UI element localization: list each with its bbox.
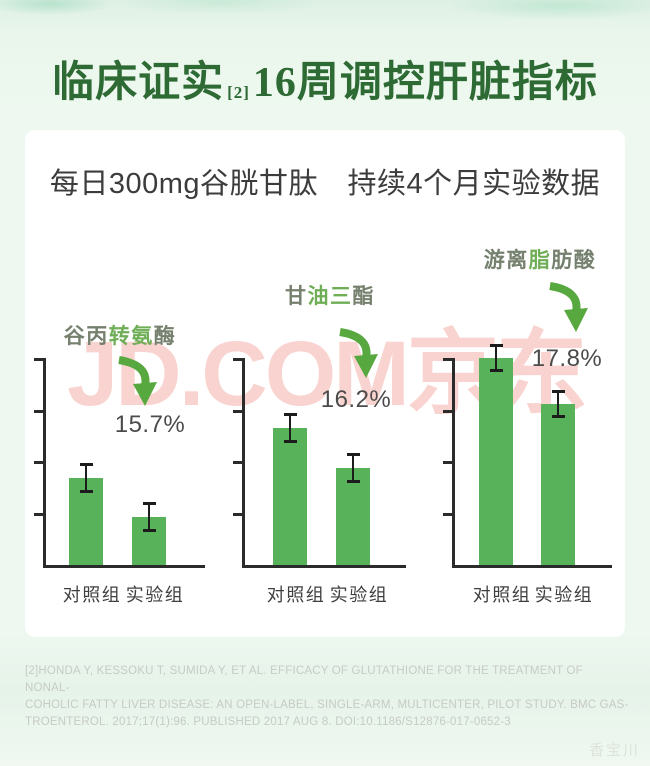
chart-title-segment: 酶: [153, 325, 177, 348]
y-axis-tick: [233, 358, 242, 361]
x-label-experimental-group: 实验组: [329, 585, 389, 605]
error-bar-cap-bottom: [79, 490, 93, 493]
content-card: [25, 130, 625, 637]
y-axis-tick: [443, 513, 452, 517]
x-axis: [242, 565, 406, 568]
title-citation-ref: [2]: [227, 83, 250, 102]
decrease-percent: 17.8%: [531, 345, 603, 372]
title-suffix: 16周调控肝脏指标: [252, 60, 598, 106]
error-bar-cap-top: [489, 344, 503, 347]
y-axis-tick: [443, 358, 452, 361]
citation-footer: [2]HONDA Y, KESSOKU T, SUMIDA Y, ET AL. …: [25, 663, 630, 731]
error-bar-stem: [351, 455, 355, 481]
chart-title-segment: 油三: [307, 285, 353, 308]
x-label-experimental-group: 实验组: [125, 585, 185, 605]
y-axis: [43, 358, 46, 568]
error-bar-cap-top: [551, 390, 565, 393]
bar-control-group: [479, 358, 513, 565]
error-bar-stem: [288, 415, 292, 441]
chart-title: 游离脂肪酸: [420, 244, 650, 274]
decrease-arrow-icon: [549, 282, 588, 332]
error-bar-stem: [556, 392, 560, 416]
decrease-percent: 15.7%: [114, 411, 186, 438]
chart-title-segment: 肪酸: [551, 249, 597, 272]
chart-title: 谷丙转氨酶: [0, 320, 240, 350]
decrease-percent: 16.2%: [320, 386, 392, 413]
chart-title-segment: 游离: [483, 249, 529, 272]
bar-experimental-group: [336, 468, 370, 565]
page-title: 临床证实 [2]16周调控肝脏指标: [0, 48, 650, 109]
decrease-arrow-icon: [339, 328, 378, 378]
chart-title: 甘油三酯: [210, 280, 450, 310]
bar-control-group: [273, 428, 307, 565]
x-label-control-group: 对照组: [266, 585, 326, 605]
error-bar-stem: [147, 504, 151, 530]
x-axis: [43, 565, 205, 568]
chart-title-segment: 谷丙: [63, 325, 109, 348]
y-axis-tick: [34, 358, 43, 361]
error-bar-cap-bottom: [489, 369, 503, 372]
y-axis-tick: [443, 409, 452, 413]
bar-experimental-group: [541, 404, 575, 565]
chart-title-segment: 转氨: [108, 325, 154, 348]
y-axis-tick: [34, 513, 43, 517]
error-bar-cap-top: [283, 413, 297, 416]
citation-line-1: [2]HONDA Y, KESSOKU T, SUMIDA Y, ET AL. …: [25, 665, 583, 694]
error-bar-stem: [84, 465, 88, 491]
error-bar-cap-bottom: [551, 415, 565, 418]
y-axis-tick: [233, 461, 242, 465]
error-bar-cap-bottom: [283, 440, 297, 443]
decrease-arrow-icon: [118, 356, 157, 406]
chart-title-segment: 甘: [285, 285, 308, 308]
error-bar-cap-top: [79, 463, 93, 466]
y-axis-tick: [34, 409, 43, 413]
y-axis-tick: [34, 461, 43, 465]
subtitle: 每日300mg谷胱甘肽 持续4个月实验数据: [49, 168, 601, 200]
x-label-control-group: 对照组: [472, 585, 532, 605]
chart-title-segment: 脂: [528, 249, 552, 272]
error-bar-cap-bottom: [142, 529, 156, 532]
error-bar-cap-bottom: [346, 480, 360, 483]
citation-line-3: TROENTEROL. 2017;17(1):96. PUBLISHED 201…: [25, 716, 511, 728]
x-axis: [452, 565, 612, 568]
title-prefix: 临床证实: [52, 60, 225, 106]
y-axis-tick: [233, 409, 242, 413]
y-axis: [242, 358, 245, 568]
y-axis-tick: [443, 461, 452, 465]
x-label-control-group: 对照组: [62, 585, 122, 605]
y-axis: [452, 358, 455, 568]
error-bar-stem: [494, 346, 498, 370]
citation-line-2: COHOLIC FATTY LIVER DISEASE: AN OPEN-LAB…: [25, 699, 629, 711]
chart-title-segment: 酯: [352, 285, 375, 308]
error-bar-cap-top: [346, 453, 360, 456]
y-axis-tick: [233, 513, 242, 517]
error-bar-cap-top: [142, 502, 156, 505]
corner-watermark: 香宝川: [588, 742, 640, 759]
x-label-experimental-group: 实验组: [534, 585, 594, 605]
